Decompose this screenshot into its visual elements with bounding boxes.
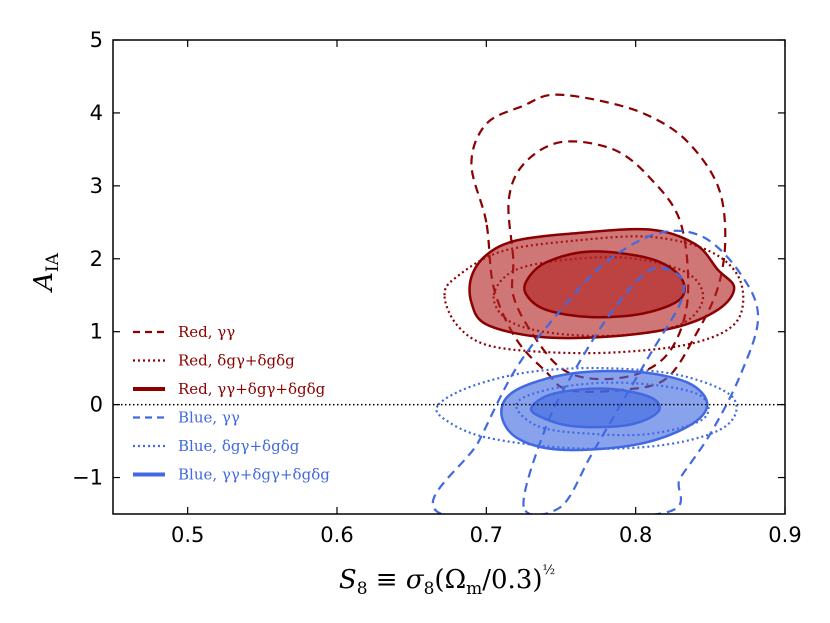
y-tick-label: 0 [90, 393, 103, 417]
axis-ticks: 0.5 0.6 0.7 0.8 0.9 −1 0 1 2 3 4 5 [72, 28, 802, 547]
x-tick-label: 0.8 [619, 523, 652, 547]
contour-red-dashed-68 [507, 140, 690, 381]
y-tick-label: 2 [90, 247, 103, 271]
legend-label: Red, γγ+δgγ+δgδg [178, 380, 326, 398]
contour-red-solid-68 [522, 250, 686, 319]
contour-layer [431, 93, 760, 514]
contour-blue-solid-68 [529, 387, 661, 429]
y-tick-label: 1 [90, 320, 103, 344]
contour-blue-dashed-95 [431, 229, 760, 514]
x-tick-label: 0.9 [768, 523, 801, 547]
y-tick-label: 5 [90, 28, 103, 52]
x-tick-label: 0.7 [470, 523, 503, 547]
y-axis-label: AIA [29, 252, 63, 292]
legend: Red, γγ Red, δgγ+δgδg Red, γγ+δgγ+δgδg Blue… [133, 323, 330, 484]
contour-red-dotted-95 [443, 235, 745, 355]
legend-label: Red, γγ [178, 323, 235, 341]
y-tick-label: −1 [72, 466, 103, 490]
contour-red-dashed-95 [470, 93, 727, 393]
contour-blue-dotted-68 [515, 381, 710, 437]
legend-label: Red, δgγ+δgδg [178, 352, 295, 370]
x-tick-label: 0.5 [171, 523, 204, 547]
legend-label: Blue, γγ+δgγ+δgδg [178, 466, 330, 484]
y-tick-label: 3 [90, 174, 103, 198]
x-axis-label: S8 ≡ σ8(Ωm/0.3)½ [339, 563, 555, 599]
y-tick-label: 4 [90, 101, 103, 125]
legend-label: Blue, δgγ+δgδg [178, 437, 300, 455]
legend-label: Blue, γγ [178, 409, 240, 427]
contour-blue-dotted-95 [435, 366, 738, 450]
x-tick-label: 0.6 [320, 523, 353, 547]
plot-frame [112, 39, 786, 515]
